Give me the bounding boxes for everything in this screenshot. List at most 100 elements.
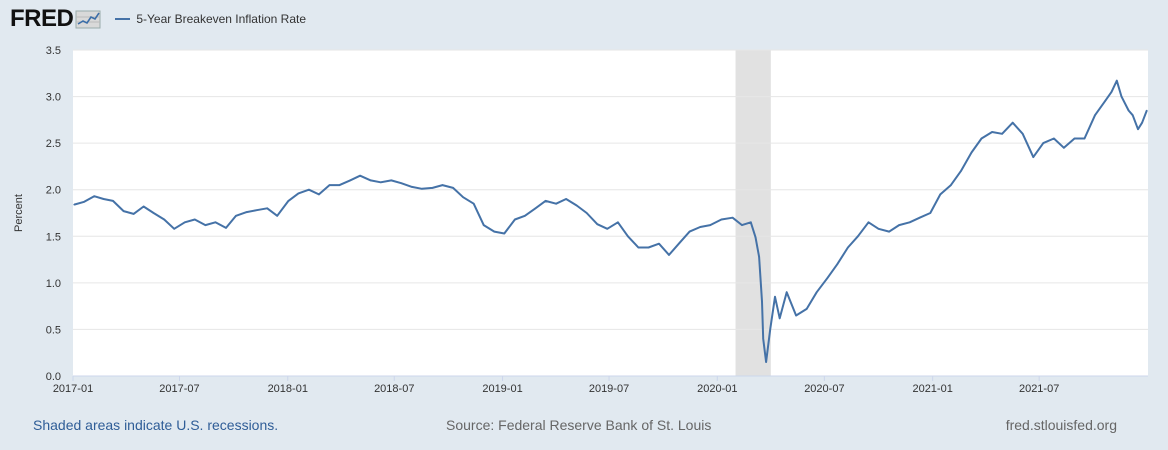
data-point (369, 179, 372, 182)
y-tick-label: 1.0 (46, 278, 61, 290)
fred-logo[interactable]: FRED (10, 6, 101, 32)
data-point (493, 230, 496, 233)
data-point (575, 204, 578, 207)
data-point (1083, 137, 1086, 140)
data-point (503, 232, 506, 235)
data-point (328, 184, 331, 186)
data-point (441, 184, 444, 186)
fred-logo-text: FRED (10, 5, 74, 32)
data-point (867, 221, 870, 224)
data-point (950, 184, 952, 186)
data-point (462, 196, 464, 198)
y-tick-label: 2.0 (46, 185, 61, 197)
y-tick-label: 2.5 (46, 138, 61, 150)
data-point (204, 224, 207, 226)
data-point (514, 218, 516, 221)
data-point (785, 291, 788, 294)
data-point (754, 236, 757, 238)
data-point (939, 193, 942, 196)
data-point (627, 235, 629, 238)
data-point (308, 188, 310, 191)
data-point (349, 179, 351, 182)
data-point (1146, 109, 1148, 112)
data-point (1001, 133, 1003, 135)
data-point (709, 224, 711, 226)
data-point (758, 255, 760, 258)
data-point (1094, 114, 1096, 116)
data-point (524, 215, 526, 217)
data-point (400, 182, 403, 184)
source-text: Source: Federal Reserve Bank of St. Loui… (446, 417, 712, 433)
data-point (482, 224, 485, 226)
data-point (606, 228, 609, 230)
data-point (836, 263, 839, 266)
data-point (741, 224, 743, 226)
data-point (898, 224, 900, 226)
data-point (544, 200, 547, 202)
data-point (908, 221, 911, 224)
data-point (184, 221, 186, 224)
x-tick-label: 2021-01 (912, 383, 952, 395)
recession-note-link[interactable]: Shaded areas indicate U.S. recessions. (33, 417, 279, 433)
data-point (132, 213, 135, 215)
y-axis-title: Percent (13, 194, 25, 232)
data-point (379, 181, 382, 184)
x-tick-label: 2020-01 (697, 383, 737, 395)
data-point (769, 328, 771, 331)
data-point (1073, 137, 1076, 140)
data-point (762, 337, 764, 340)
x-tick-label: 2018-01 (268, 383, 308, 395)
data-point (452, 187, 454, 189)
data-point (163, 218, 165, 221)
data-point (1141, 121, 1143, 124)
legend-series-label: 5-Year Breakeven Inflation Rate (136, 12, 307, 26)
data-point (699, 226, 701, 228)
data-point (266, 207, 269, 210)
data-point (235, 215, 237, 217)
data-point (122, 210, 125, 212)
data-point (929, 212, 932, 214)
data-point (1116, 79, 1118, 82)
data-point (1032, 156, 1035, 158)
data-point (338, 184, 341, 186)
data-point (761, 300, 763, 303)
data-point (980, 137, 983, 140)
data-point (297, 192, 300, 195)
data-point (637, 246, 640, 249)
data-point (720, 218, 723, 221)
y-tick-label: 1.5 (46, 231, 61, 243)
data-point (534, 207, 537, 210)
data-point (991, 131, 993, 133)
x-tick-label: 2019-01 (482, 383, 522, 395)
data-point (102, 198, 105, 200)
data-point (678, 242, 681, 244)
data-point (774, 296, 776, 298)
recession-shade (735, 50, 771, 376)
data-point (1110, 91, 1113, 93)
x-tick-label: 2018-07 (374, 383, 414, 395)
data-point (596, 223, 599, 225)
data-point (1011, 121, 1014, 124)
data-point (585, 212, 588, 214)
data-point (805, 308, 808, 310)
data-point (617, 221, 619, 224)
data-point (688, 230, 691, 233)
data-point (1137, 128, 1139, 130)
data-point (565, 198, 567, 200)
data-point (555, 202, 557, 205)
data-point (1120, 95, 1123, 98)
y-tick-label: 3.0 (46, 92, 61, 104)
legend-swatch (115, 18, 131, 20)
data-point (152, 212, 155, 214)
data-point (857, 235, 859, 238)
data-point (225, 227, 227, 229)
data-point (1021, 133, 1024, 135)
data-point (431, 187, 434, 189)
data-point (1063, 147, 1065, 149)
data-point (960, 170, 962, 172)
data-point (359, 174, 361, 177)
data-point (214, 221, 217, 224)
data-point (795, 314, 797, 317)
x-tick-label: 2020-07 (804, 383, 844, 395)
